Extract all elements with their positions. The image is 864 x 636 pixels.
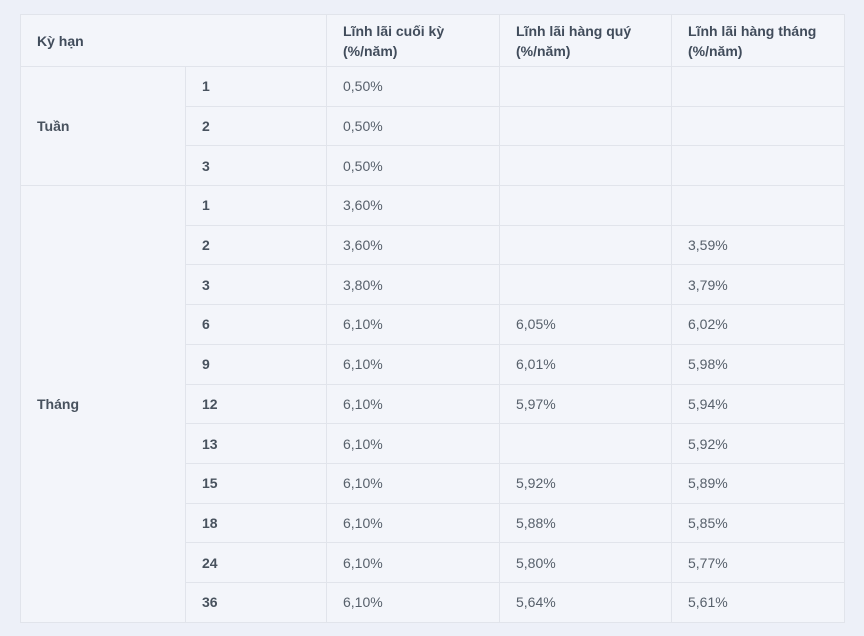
period-cell: 9 bbox=[185, 343, 327, 385]
group-label: Tuần bbox=[20, 65, 186, 187]
quarterly-cell bbox=[499, 185, 672, 226]
table-row: 15 6,10% 5,92% 5,89% bbox=[21, 462, 845, 504]
table-row: 3 0,50% bbox=[21, 145, 845, 187]
end-cell: 6,10% bbox=[326, 502, 500, 544]
end-cell: 6,10% bbox=[326, 423, 500, 464]
quarterly-cell: 5,80% bbox=[499, 542, 672, 583]
end-cell: 3,60% bbox=[326, 185, 500, 226]
table-row: 2 3,60% 3,59% bbox=[21, 224, 845, 266]
end-cell: 6,10% bbox=[326, 542, 500, 583]
header-row: Kỳ hạn Lĩnh lãi cuối kỳ (%/năm) Lĩnh lãi… bbox=[20, 14, 845, 67]
end-cell: 6,10% bbox=[326, 383, 500, 425]
monthly-cell: 5,98% bbox=[671, 343, 845, 385]
period-cell: 3 bbox=[185, 264, 327, 306]
table-row: 36 6,10% 5,64% 5,61% bbox=[21, 581, 845, 623]
quarterly-cell: 6,05% bbox=[499, 304, 672, 345]
table-row: 3 3,80% 3,79% bbox=[21, 264, 845, 306]
monthly-cell: 3,79% bbox=[671, 264, 845, 306]
table-row: 2 0,50% bbox=[21, 105, 845, 147]
header-quarterly-rate: Lĩnh lãi hàng quý (%/năm) bbox=[499, 14, 672, 67]
table-body: Tuần 1 0,50% 2 0,50% 3 0,50% Tháng 1 3,60% 2 3,60% 3… bbox=[20, 65, 845, 623]
table-row: 9 6,10% 6,01% 5,98% bbox=[21, 343, 845, 385]
monthly-cell: 3,59% bbox=[671, 224, 845, 266]
period-cell: 15 bbox=[185, 462, 327, 504]
quarterly-cell bbox=[499, 423, 672, 464]
group-label: Tháng bbox=[20, 185, 186, 623]
quarterly-cell: 5,97% bbox=[499, 383, 672, 425]
table-row: Tuần 1 0,50% bbox=[20, 65, 845, 187]
quarterly-cell bbox=[499, 105, 672, 147]
quarterly-cell: 6,01% bbox=[499, 343, 672, 385]
monthly-cell: 5,77% bbox=[671, 542, 845, 583]
monthly-cell: 5,61% bbox=[671, 581, 845, 623]
end-cell: 0,50% bbox=[326, 105, 500, 147]
end-cell: 3,80% bbox=[326, 264, 500, 306]
end-cell: 0,50% bbox=[326, 66, 500, 107]
end-cell: 6,10% bbox=[326, 581, 500, 623]
table-header: Kỳ hạn Lĩnh lãi cuối kỳ (%/năm) Lĩnh lãi… bbox=[20, 14, 845, 67]
monthly-cell: 6,02% bbox=[671, 304, 845, 345]
header-monthly-rate: Lĩnh lãi hàng tháng (%/năm) bbox=[671, 14, 845, 67]
monthly-cell bbox=[671, 66, 845, 107]
period-cell: 1 bbox=[185, 66, 327, 107]
monthly-cell: 5,92% bbox=[671, 423, 845, 464]
table-row: 6 6,10% 6,05% 6,02% bbox=[21, 304, 845, 345]
end-cell: 6,10% bbox=[326, 304, 500, 345]
end-cell: 3,60% bbox=[326, 224, 500, 266]
end-cell: 6,10% bbox=[326, 343, 500, 385]
monthly-cell bbox=[671, 145, 845, 187]
end-cell: 6,10% bbox=[326, 462, 500, 504]
period-cell: 36 bbox=[185, 581, 327, 623]
monthly-cell: 5,85% bbox=[671, 502, 845, 544]
quarterly-cell bbox=[499, 264, 672, 306]
table-row: Tháng 1 3,60% bbox=[20, 185, 845, 623]
monthly-cell bbox=[671, 185, 845, 226]
table-row: 24 6,10% 5,80% 5,77% bbox=[21, 542, 845, 583]
table-row: 18 6,10% 5,88% 5,85% bbox=[21, 502, 845, 544]
quarterly-cell bbox=[499, 145, 672, 187]
monthly-cell bbox=[671, 105, 845, 147]
table-row: 13 6,10% 5,92% bbox=[21, 423, 845, 464]
period-cell: 2 bbox=[185, 105, 327, 147]
monthly-cell: 5,94% bbox=[671, 383, 845, 425]
quarterly-cell bbox=[499, 224, 672, 266]
quarterly-cell: 5,92% bbox=[499, 462, 672, 504]
period-cell: 12 bbox=[185, 383, 327, 425]
period-cell: 13 bbox=[185, 423, 327, 464]
period-cell: 6 bbox=[185, 304, 327, 345]
end-cell: 0,50% bbox=[326, 145, 500, 187]
quarterly-cell: 5,64% bbox=[499, 581, 672, 623]
header-end-of-term-rate: Lĩnh lãi cuối kỳ (%/năm) bbox=[326, 14, 500, 67]
quarterly-cell: 5,88% bbox=[499, 502, 672, 544]
period-cell: 3 bbox=[185, 145, 327, 187]
period-cell: 1 bbox=[185, 185, 327, 226]
period-cell: 2 bbox=[185, 224, 327, 266]
header-term: Kỳ hạn bbox=[20, 14, 327, 67]
period-cell: 24 bbox=[185, 542, 327, 583]
table-row: 12 6,10% 5,97% 5,94% bbox=[21, 383, 845, 425]
monthly-cell: 5,89% bbox=[671, 462, 845, 504]
interest-rate-table: Kỳ hạn Lĩnh lãi cuối kỳ (%/năm) Lĩnh lãi… bbox=[20, 14, 845, 623]
period-cell: 18 bbox=[185, 502, 327, 544]
quarterly-cell bbox=[499, 66, 672, 107]
